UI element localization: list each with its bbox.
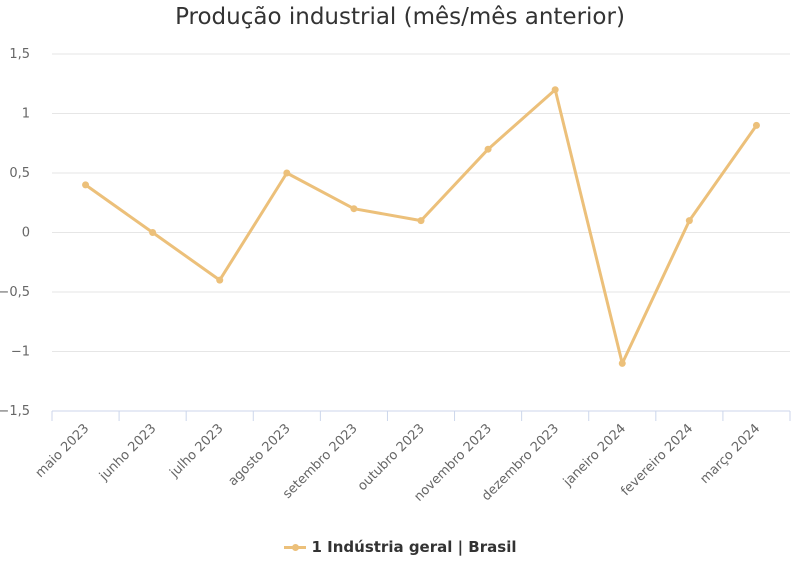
- data-point[interactable]: [752, 121, 760, 129]
- x-tick-label: janeiro 2024: [560, 421, 629, 490]
- x-axis: maio 2023 junho 2023 julho 2023 agosto 2023…: [33, 410, 791, 505]
- data-point[interactable]: [216, 276, 224, 284]
- data-point[interactable]: [417, 217, 425, 225]
- x-tick-label: julho 2023: [167, 421, 227, 481]
- y-tick-label: 0: [22, 226, 30, 241]
- y-axis: 1,5 1 0,5 0 −0,5 −1 −1,5: [0, 47, 30, 419]
- x-tick-label: março 2024: [698, 421, 764, 487]
- x-tick-label: outubro 2023: [355, 421, 428, 494]
- x-tick-label: fevereiro 2024: [618, 421, 696, 499]
- x-tick-label: agosto 2023: [226, 421, 294, 489]
- y-tick-label: −1,5: [0, 404, 30, 419]
- data-point[interactable]: [484, 145, 492, 153]
- y-tick-label: −1: [11, 345, 30, 360]
- y-tick-label: 1,5: [9, 47, 30, 62]
- data-point[interactable]: [551, 86, 559, 94]
- y-tick-label: 1: [22, 107, 30, 122]
- legend-line-marker-icon: [283, 541, 306, 553]
- grid-lines: [52, 53, 790, 352]
- data-point[interactable]: [149, 229, 157, 236]
- y-tick-label: 0,5: [9, 166, 30, 181]
- series-line[interactable]: [84, 88, 758, 365]
- legend-label: 1 Indústria geral | Brasil: [311, 538, 517, 556]
- data-point[interactable]: [82, 181, 90, 189]
- x-tick-label: junho 2023: [96, 421, 159, 484]
- x-tick-label: maio 2023: [33, 421, 93, 481]
- legend[interactable]: 1 Indústria geral | Brasil: [0, 538, 800, 557]
- series-layer[interactable]: [82, 86, 760, 367]
- chart-title: Produção industrial (mês/mês anterior): [175, 4, 625, 30]
- legend-item[interactable]: 1 Indústria geral | Brasil: [283, 538, 517, 556]
- data-point[interactable]: [685, 217, 693, 225]
- data-point[interactable]: [618, 359, 626, 367]
- data-point[interactable]: [350, 205, 358, 213]
- x-tick-label: setembro 2023: [280, 421, 361, 502]
- y-tick-label: −0,5: [0, 285, 30, 300]
- data-point[interactable]: [283, 169, 291, 177]
